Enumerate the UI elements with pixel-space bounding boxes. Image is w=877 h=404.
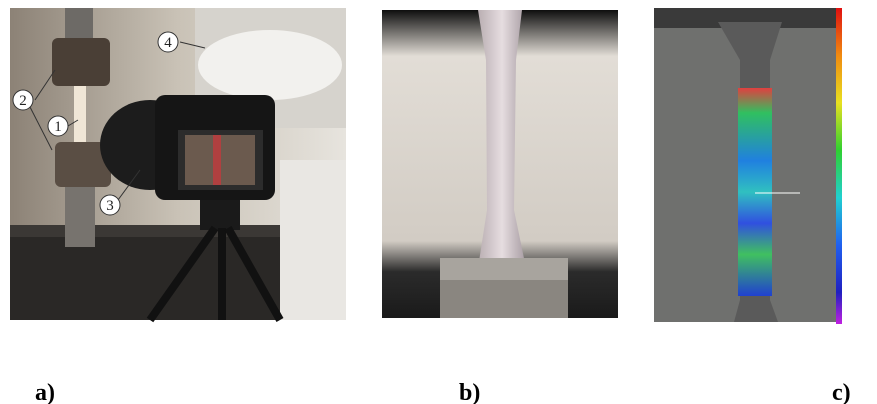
callout-label: 1 [54,119,62,135]
panel-label: b) [459,380,480,404]
callout-label: 2 [19,93,27,109]
panel-a-photo [10,8,346,320]
callout-label: 4 [164,35,172,51]
panel-c-photo [654,8,842,324]
panel-label: a) [35,380,55,404]
panel-b-photo [382,10,618,318]
callout-label: 3 [106,198,114,214]
panel-label: c) [832,380,851,404]
figure: 1 2 3 4 a) b) c) [0,0,877,404]
